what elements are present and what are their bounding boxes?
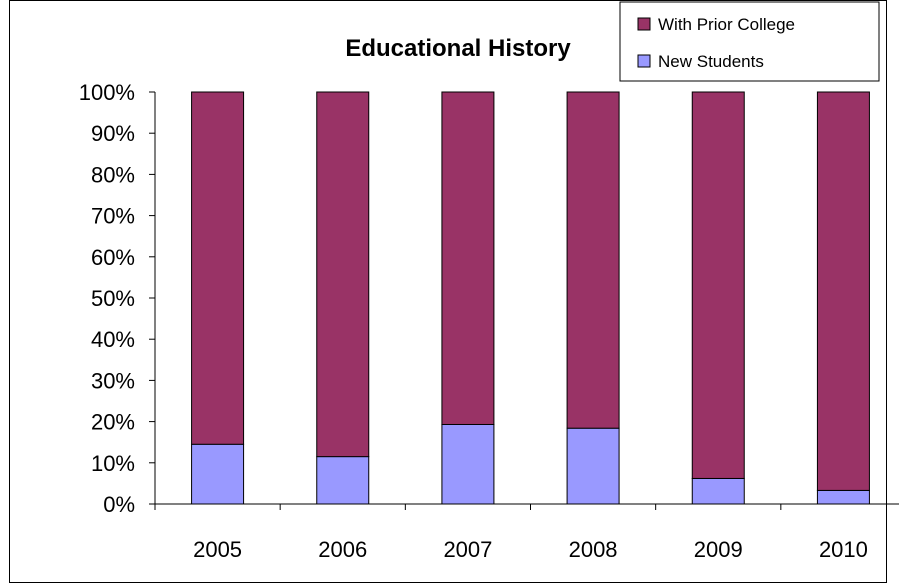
y-tick-label: 80% xyxy=(91,162,135,187)
bar-new-students-2008 xyxy=(566,427,620,505)
y-tick-label: 100% xyxy=(79,80,135,105)
x-tick-label: 2007 xyxy=(443,537,492,562)
y-tick-label: 70% xyxy=(91,204,135,229)
bar-new-students-2007 xyxy=(441,423,495,505)
legend-label: New Students xyxy=(658,52,764,71)
bar-prior-college-2008 xyxy=(566,91,620,429)
x-tick-label: 2009 xyxy=(694,537,743,562)
y-tick-label: 10% xyxy=(91,451,135,476)
bar-prior-college-2005 xyxy=(191,91,245,445)
legend: With Prior College New Students xyxy=(619,1,880,82)
bar-new-students-2010 xyxy=(816,489,870,505)
axes: 0% 10% 20% 30% 40% 50% 60% 70% 80% 90% 100% 2005 200… xyxy=(79,80,899,562)
legend-box xyxy=(619,1,880,82)
y-tick-label: 50% xyxy=(91,286,135,311)
chart-title: Educational History xyxy=(345,35,571,62)
bar-new-students-2005 xyxy=(191,443,245,505)
legend-swatch xyxy=(637,54,651,68)
bar-prior-college-2009 xyxy=(691,91,745,479)
bar-prior-college-2007 xyxy=(441,91,495,425)
y-tick-label: 0% xyxy=(103,492,135,517)
x-tick-label: 2008 xyxy=(569,537,618,562)
legend-label: With Prior College xyxy=(658,15,795,34)
bar-prior-college-2010 xyxy=(816,91,870,491)
x-tick-label: 2010 xyxy=(819,537,868,562)
x-tick-label: 2006 xyxy=(318,537,367,562)
y-tick-label: 60% xyxy=(91,245,135,270)
x-tick-label: 2005 xyxy=(193,537,242,562)
y-tick-label: 90% xyxy=(91,121,135,146)
bars xyxy=(191,91,870,505)
y-tick-label: 40% xyxy=(91,327,135,352)
bar-new-students-2006 xyxy=(316,456,370,505)
legend-swatch xyxy=(637,17,651,31)
bar-new-students-2009 xyxy=(691,477,745,505)
y-tick-label: 20% xyxy=(91,410,135,435)
y-tick-label: 30% xyxy=(91,368,135,393)
bar-prior-college-2006 xyxy=(316,91,370,458)
